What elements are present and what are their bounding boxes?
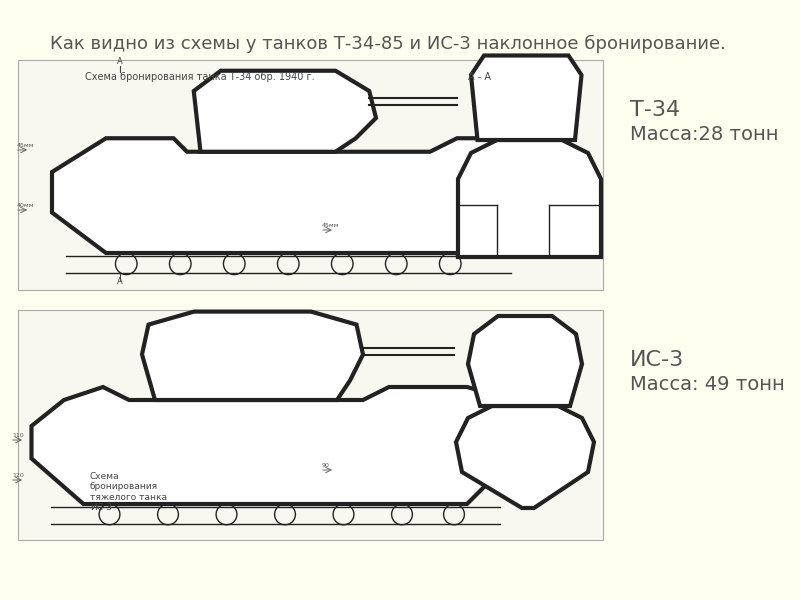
Text: 90: 90 xyxy=(322,463,330,468)
Polygon shape xyxy=(194,71,376,152)
FancyBboxPatch shape xyxy=(18,60,603,290)
Text: Масса:28 тонн: Масса:28 тонн xyxy=(630,125,778,144)
Text: 45мм: 45мм xyxy=(322,223,339,228)
Text: Как видно из схемы у танков Т-34-85 и ИС-3 наклонное бронирование.: Как видно из схемы у танков Т-34-85 и ИС… xyxy=(50,35,726,53)
Polygon shape xyxy=(142,311,363,400)
Text: Т-34: Т-34 xyxy=(630,100,680,120)
FancyBboxPatch shape xyxy=(18,310,603,540)
Text: Схема
бронирования
тяжелого танка
ИС-3: Схема бронирования тяжелого танка ИС-3 xyxy=(90,472,167,512)
Text: Схема бронирования танка Т-34 обр. 1940 г.: Схема бронирования танка Т-34 обр. 1940 … xyxy=(85,72,315,82)
Text: 120: 120 xyxy=(12,473,24,478)
Polygon shape xyxy=(471,55,582,140)
Polygon shape xyxy=(468,316,582,406)
Text: Масса: 49 тонн: Масса: 49 тонн xyxy=(630,375,785,394)
Text: 40мм: 40мм xyxy=(17,203,34,208)
Text: 45мм: 45мм xyxy=(17,143,34,148)
Polygon shape xyxy=(31,387,513,504)
Polygon shape xyxy=(458,140,601,257)
Text: А: А xyxy=(117,57,123,66)
Polygon shape xyxy=(456,406,594,508)
Text: А: А xyxy=(117,277,123,286)
Polygon shape xyxy=(52,138,531,253)
Text: А - А: А - А xyxy=(469,72,491,82)
Text: ИС-3: ИС-3 xyxy=(630,350,684,370)
Text: 110: 110 xyxy=(12,433,24,438)
